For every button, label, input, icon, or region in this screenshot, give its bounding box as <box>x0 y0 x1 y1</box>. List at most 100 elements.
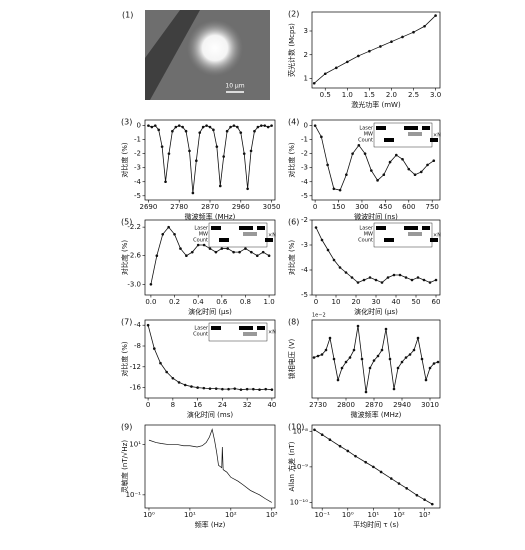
data-point <box>245 387 249 391</box>
y-tick-label: 10⁻¹⁰ <box>290 498 308 506</box>
data-point <box>208 247 212 250</box>
panel-label: (5) <box>121 218 132 227</box>
data-point <box>368 366 372 370</box>
pulse <box>422 226 430 230</box>
x-tick-label: 50 <box>412 298 421 306</box>
pulse <box>257 226 265 230</box>
data-point <box>332 357 336 361</box>
data-point <box>270 124 273 127</box>
y-tick-label: 10¹ <box>129 441 141 449</box>
data-point <box>179 247 182 250</box>
data-point <box>332 258 336 262</box>
x-tick-label: 450 <box>379 203 392 211</box>
data-line <box>148 428 272 503</box>
x-tick-label: 40 <box>392 298 401 306</box>
x-tick-label: 0 <box>314 298 318 306</box>
data-point <box>372 359 376 362</box>
x-tick-label: 30 <box>372 298 381 306</box>
x-tick-label: 0 <box>313 203 317 211</box>
y-tick-label: -2 <box>301 216 308 224</box>
data-point <box>313 428 316 432</box>
bright-spot <box>187 20 243 76</box>
data-point <box>363 152 367 155</box>
data-point <box>146 323 150 327</box>
plot-frame <box>311 424 441 509</box>
plot-frame <box>311 119 441 201</box>
y-axis-label: 对比度 (%) <box>120 240 129 276</box>
data-point <box>326 248 330 252</box>
data-point <box>416 276 420 279</box>
data-point <box>328 336 332 340</box>
data-point <box>392 387 396 391</box>
x-axis-label: 平均时间 τ (s) <box>353 520 399 529</box>
inset-label: MW <box>199 232 208 238</box>
plot-frame <box>144 424 276 509</box>
data-point <box>400 360 404 364</box>
y-tick-label: 0 <box>137 122 141 130</box>
data-point <box>167 152 171 155</box>
y-tick-label: -4 <box>134 321 142 329</box>
x-tick-label: 2730 <box>309 401 327 409</box>
data-point <box>239 388 243 391</box>
data-point <box>174 125 178 129</box>
data-point <box>220 247 224 250</box>
data-point <box>157 128 160 132</box>
pulse <box>404 226 418 230</box>
inset-repeat: ×N <box>433 133 441 139</box>
y-tick-label: -3 <box>301 241 308 249</box>
y-tick-label: -4 <box>134 178 142 186</box>
data-point <box>191 191 195 195</box>
data-point <box>258 388 261 391</box>
data-point <box>320 433 324 437</box>
x-tick-label: 1.0 <box>342 91 353 99</box>
pulse <box>219 238 229 242</box>
data-point <box>374 278 378 282</box>
y-tick-label: 3 <box>304 27 308 35</box>
x-axis-label: 演化时间 (μs) <box>188 307 232 316</box>
data-point <box>326 163 329 167</box>
data-point <box>233 387 237 390</box>
data-point <box>260 124 263 127</box>
x-tick-label: 10² <box>225 511 237 519</box>
data-point <box>397 482 401 485</box>
data-point <box>350 276 354 279</box>
data-point <box>370 169 373 172</box>
x-tick-label: 10¹ <box>184 511 196 519</box>
data-point <box>226 247 230 250</box>
y-tick-label: -2.6 <box>127 252 141 260</box>
data-point <box>171 129 174 133</box>
pulse <box>243 232 257 236</box>
x-axis-label: 频率 (Hz) <box>195 520 226 529</box>
y-tick-label: 2 <box>304 51 308 59</box>
x-tick-label: 0.0 <box>145 298 156 306</box>
x-tick-label: 32 <box>243 401 252 409</box>
data-point <box>344 271 348 274</box>
data-line <box>148 125 272 194</box>
y-tick-label: -3.0 <box>127 280 141 288</box>
data-point <box>379 45 382 48</box>
x-tick-label: 0.5 <box>320 91 331 99</box>
y-tick-label: -1 <box>134 136 141 144</box>
data-point <box>434 278 438 282</box>
data-line <box>313 15 436 84</box>
data-point <box>196 243 200 247</box>
x-tick-label: 2870 <box>201 203 219 211</box>
panel-label: (3) <box>121 118 132 127</box>
data-point <box>336 378 340 382</box>
pulse <box>376 126 386 130</box>
data-point <box>419 170 423 174</box>
inset-label: Laser <box>194 326 209 332</box>
inset-repeat: ×N <box>433 233 441 239</box>
inset-label: Count <box>358 238 373 244</box>
x-tick-label: 2780 <box>170 203 188 211</box>
y-tick-label: 10⁻¹ <box>126 491 142 499</box>
data-point <box>222 155 225 158</box>
x-tick-label: 1.5 <box>364 91 375 99</box>
x-tick-label: 10³ <box>419 511 431 519</box>
x-tick-label: 2.0 <box>386 91 397 99</box>
y-tick-label: 10⁻⁹ <box>293 463 309 471</box>
data-point <box>340 366 344 370</box>
data-point <box>415 493 419 497</box>
data-point <box>190 250 194 254</box>
